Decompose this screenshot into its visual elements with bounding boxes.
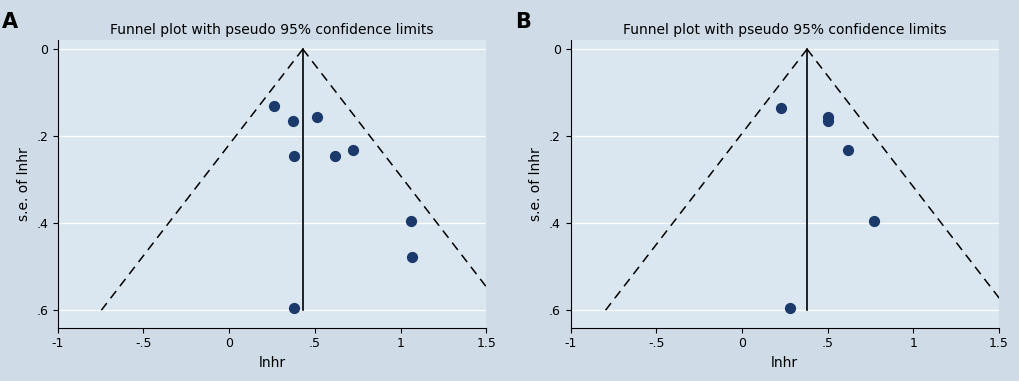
Point — [308, 114, 324, 120]
Title: Funnel plot with pseudo 95% confidence limits: Funnel plot with pseudo 95% confidence l… — [110, 22, 433, 37]
Point — [865, 218, 881, 224]
Point — [404, 254, 420, 260]
Point — [772, 105, 789, 111]
Point — [265, 102, 281, 109]
Y-axis label: s.e. of lnhr: s.e. of lnhr — [16, 147, 31, 221]
Title: Funnel plot with pseudo 95% confidence limits: Funnel plot with pseudo 95% confidence l… — [623, 22, 946, 37]
Point — [818, 118, 835, 124]
Point — [286, 305, 303, 311]
Point — [818, 114, 835, 120]
Point — [840, 147, 856, 153]
Text: A: A — [2, 12, 18, 32]
Point — [344, 147, 361, 153]
X-axis label: lnhr: lnhr — [258, 356, 285, 370]
Y-axis label: s.e. of lnhr: s.e. of lnhr — [529, 147, 543, 221]
Point — [403, 218, 419, 224]
X-axis label: lnhr: lnhr — [770, 356, 798, 370]
Point — [327, 153, 343, 159]
Text: B: B — [515, 12, 530, 32]
Point — [284, 118, 301, 124]
Point — [286, 153, 303, 159]
Point — [781, 305, 797, 311]
